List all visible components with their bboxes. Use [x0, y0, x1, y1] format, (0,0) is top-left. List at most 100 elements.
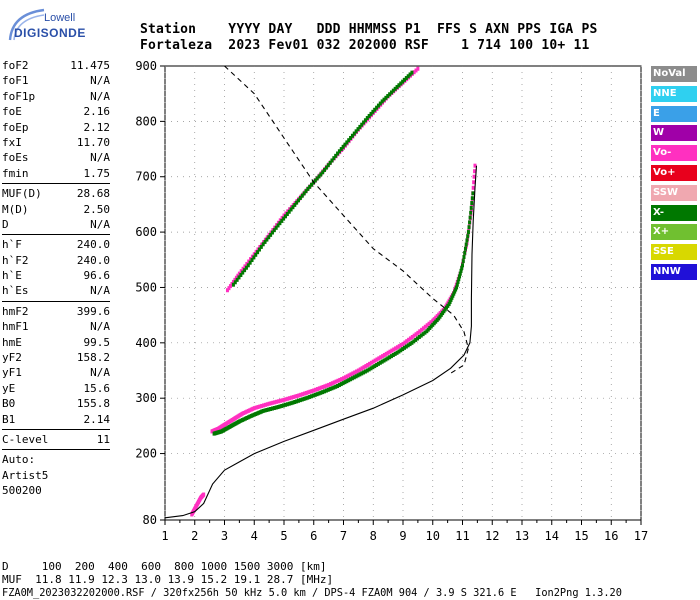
- echo-mark: [473, 169, 477, 174]
- echo-mark: [452, 291, 456, 296]
- echo-mark: [393, 351, 397, 356]
- param-value: N/A: [90, 151, 110, 165]
- param-name: h`F: [2, 238, 22, 252]
- echo-mark: [343, 375, 347, 380]
- x-tick-label: 3: [221, 529, 228, 543]
- echo-mark: [263, 408, 267, 413]
- echo-mark: [293, 400, 297, 405]
- echo-mark: [321, 390, 325, 395]
- echo-mark: [302, 391, 306, 396]
- y-tick-label: 900: [135, 59, 157, 73]
- echo-mark: [304, 390, 308, 395]
- legend-item: Vo-: [651, 145, 697, 162]
- param-value: 2.50: [83, 202, 111, 216]
- echo-mark: [388, 349, 392, 354]
- echo-mark: [353, 370, 357, 375]
- param-name: foF1p: [2, 89, 36, 103]
- echo-mark: [421, 332, 425, 337]
- param-row: C-level 11: [2, 432, 110, 447]
- echo-mark: [389, 354, 393, 359]
- echo-mark: [405, 339, 409, 344]
- echo-mark: [323, 167, 327, 172]
- echo-mark: [466, 234, 470, 239]
- echo-mark: [337, 383, 341, 388]
- echo-mark: [425, 323, 429, 328]
- logo-text-bottom: DIGISONDE: [14, 26, 86, 40]
- echo-mark: [471, 191, 475, 196]
- echo-mark: [275, 399, 279, 404]
- echo-mark: [291, 395, 295, 400]
- echo-mark: [273, 400, 277, 405]
- echo-mark: [244, 265, 248, 270]
- echo-mark: [414, 68, 418, 73]
- echo-mark: [269, 232, 273, 237]
- echo-mark: [295, 200, 299, 205]
- echo-mark: [360, 371, 364, 376]
- echo-mark: [321, 170, 325, 175]
- profile-curves: [164, 65, 478, 519]
- echo-mark: [447, 302, 451, 307]
- echo-mark: [463, 250, 467, 255]
- echo-mark: [455, 285, 459, 290]
- echo-mark: [287, 209, 291, 214]
- param-row: hmF1 N/A: [2, 319, 110, 334]
- echo-mark: [289, 395, 293, 400]
- echo-mark: [390, 348, 394, 353]
- param-name: fmin: [2, 166, 29, 180]
- echo-mark: [295, 393, 299, 398]
- echo-mark: [291, 400, 295, 405]
- legend-item: NNW: [651, 263, 697, 280]
- echo-mark: [420, 327, 424, 332]
- param-value: 2.14: [83, 412, 111, 426]
- param-row: foF1p N/A: [2, 89, 110, 104]
- echo-mark: [298, 398, 302, 403]
- echo-mark: [384, 357, 388, 362]
- echo-mark: [326, 163, 330, 168]
- chart-ticks: 1 2 3 4 5 6 7 8 9 10 11 12 13 14 15 16 17802003004005006…: [135, 59, 648, 543]
- echo-mark: [257, 247, 261, 252]
- x-tick-label: 15: [574, 529, 588, 543]
- echo-mark: [317, 386, 321, 391]
- echo-mark: [419, 333, 423, 338]
- echo-mark: [269, 406, 273, 411]
- echo-mark: [358, 372, 362, 377]
- param-value: 15.6: [83, 381, 111, 395]
- echo-mark: [352, 131, 356, 136]
- echo-mark: [347, 373, 351, 378]
- param-name: 500200: [2, 484, 42, 498]
- echo-mark: [319, 390, 323, 395]
- echo-mark: [254, 405, 258, 410]
- echo-mark: [336, 151, 340, 156]
- param-row: hmE 99.5: [2, 335, 110, 350]
- echo-mark: [252, 255, 256, 260]
- echo-mark: [291, 205, 295, 210]
- param-name: B0: [2, 397, 16, 411]
- echo-mark: [323, 389, 327, 394]
- echo-mark: [384, 95, 388, 100]
- echo-mark: [243, 268, 247, 273]
- echo-mark: [237, 275, 241, 280]
- echo-mark: [408, 342, 412, 347]
- logo-text-top: Lowell: [44, 12, 76, 24]
- x-tick-label: 13: [515, 529, 529, 543]
- param-name: foEp: [2, 120, 29, 134]
- echo-mark: [463, 246, 467, 251]
- echo-mark: [351, 371, 355, 376]
- param-name: yE: [2, 381, 16, 395]
- echo-mark: [302, 191, 306, 196]
- legend-item: NNE: [651, 85, 697, 102]
- param-value: N/A: [90, 284, 110, 298]
- echo-mark: [412, 339, 416, 344]
- echo-mark: [233, 277, 237, 282]
- echo-mark: [367, 367, 371, 372]
- polarization-legend: NoVal NNE E W Vo- Vo+ SSW X- X+ SSE NNW: [651, 66, 697, 284]
- echo-mark: [375, 357, 379, 362]
- echo-mark: [308, 389, 312, 394]
- echo-mark: [401, 347, 405, 352]
- echo-mark: [267, 235, 271, 240]
- param-value: 240.0: [76, 253, 110, 267]
- echo-mark: [347, 378, 351, 383]
- param-value: 96.6: [83, 269, 111, 283]
- x-tick-label: 11: [455, 529, 469, 543]
- echo-mark: [270, 406, 274, 411]
